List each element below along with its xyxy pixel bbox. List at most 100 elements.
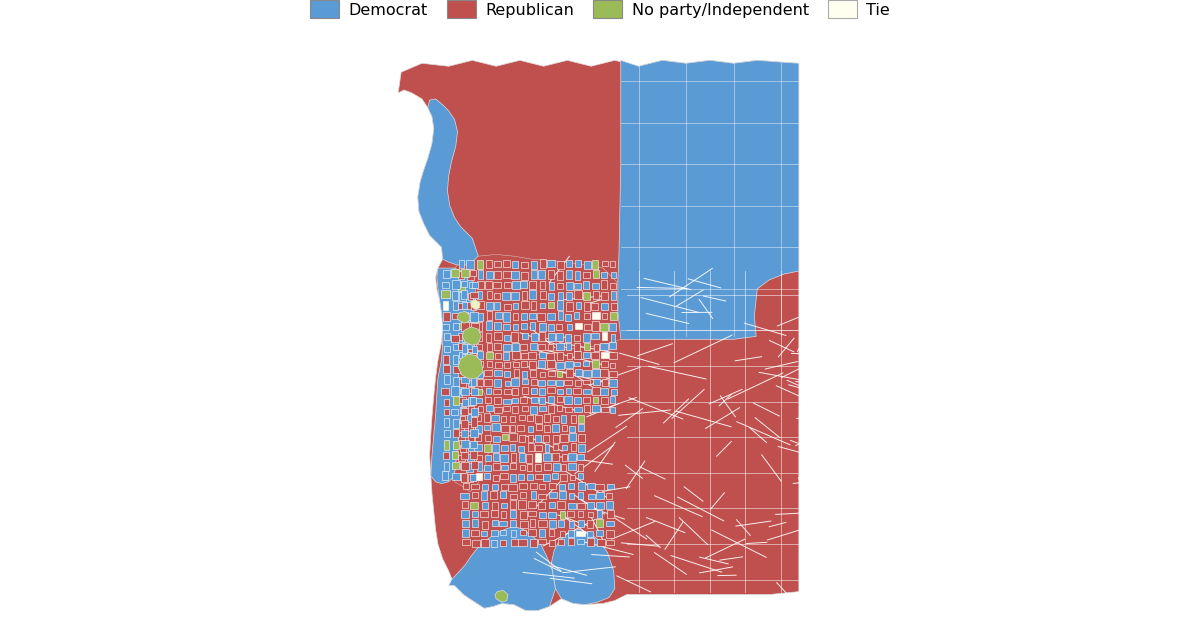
Polygon shape: [452, 419, 460, 428]
Polygon shape: [583, 261, 592, 269]
Polygon shape: [539, 331, 545, 341]
Polygon shape: [443, 324, 449, 330]
Polygon shape: [611, 303, 617, 311]
Polygon shape: [502, 433, 508, 440]
Polygon shape: [528, 352, 536, 358]
Polygon shape: [575, 290, 582, 299]
Polygon shape: [444, 462, 450, 471]
Polygon shape: [494, 293, 500, 299]
Polygon shape: [600, 387, 607, 395]
Polygon shape: [547, 379, 554, 385]
Polygon shape: [476, 389, 482, 395]
Polygon shape: [443, 312, 450, 321]
Polygon shape: [565, 314, 571, 321]
Polygon shape: [578, 472, 583, 479]
Polygon shape: [496, 353, 500, 359]
Polygon shape: [462, 539, 470, 545]
Polygon shape: [545, 463, 551, 470]
Polygon shape: [529, 312, 536, 319]
Polygon shape: [470, 484, 479, 489]
Polygon shape: [593, 369, 600, 377]
Polygon shape: [600, 352, 608, 358]
Polygon shape: [568, 453, 576, 461]
Polygon shape: [452, 451, 458, 459]
Polygon shape: [476, 462, 482, 471]
Polygon shape: [461, 462, 468, 471]
Polygon shape: [595, 503, 604, 509]
Polygon shape: [494, 370, 502, 376]
Polygon shape: [512, 362, 518, 367]
Polygon shape: [602, 313, 607, 319]
Polygon shape: [529, 362, 536, 369]
Polygon shape: [566, 270, 571, 279]
Polygon shape: [468, 406, 474, 413]
Polygon shape: [545, 444, 550, 452]
Polygon shape: [595, 519, 604, 527]
Polygon shape: [583, 370, 590, 377]
Polygon shape: [548, 396, 554, 403]
Polygon shape: [526, 454, 533, 462]
Polygon shape: [551, 529, 614, 605]
Polygon shape: [530, 491, 536, 500]
Polygon shape: [487, 291, 492, 299]
Polygon shape: [540, 372, 545, 377]
Polygon shape: [557, 271, 564, 280]
Polygon shape: [569, 426, 575, 432]
Polygon shape: [486, 388, 491, 394]
Polygon shape: [458, 423, 464, 432]
Polygon shape: [606, 493, 612, 499]
Polygon shape: [491, 539, 497, 547]
Polygon shape: [460, 362, 466, 368]
Polygon shape: [607, 510, 613, 518]
Polygon shape: [528, 426, 533, 432]
Polygon shape: [484, 472, 490, 479]
Polygon shape: [511, 271, 518, 280]
Polygon shape: [600, 323, 608, 331]
Polygon shape: [596, 539, 605, 546]
Polygon shape: [528, 529, 536, 536]
Polygon shape: [452, 291, 457, 300]
Polygon shape: [601, 261, 608, 266]
Polygon shape: [478, 332, 482, 341]
Polygon shape: [493, 389, 500, 394]
Polygon shape: [520, 464, 524, 470]
Polygon shape: [583, 281, 589, 289]
Polygon shape: [510, 500, 516, 508]
Polygon shape: [560, 531, 565, 537]
Polygon shape: [468, 322, 474, 330]
Polygon shape: [562, 454, 568, 461]
Polygon shape: [587, 502, 594, 509]
Polygon shape: [468, 387, 474, 393]
Polygon shape: [468, 443, 474, 452]
Polygon shape: [468, 474, 473, 481]
Polygon shape: [558, 292, 563, 300]
Polygon shape: [577, 444, 584, 452]
Polygon shape: [510, 416, 515, 422]
Polygon shape: [593, 270, 599, 278]
Polygon shape: [601, 272, 607, 278]
Polygon shape: [443, 301, 449, 310]
Polygon shape: [601, 303, 608, 309]
Polygon shape: [574, 283, 581, 289]
Polygon shape: [535, 464, 540, 471]
Polygon shape: [493, 282, 500, 289]
Polygon shape: [470, 292, 478, 299]
Polygon shape: [500, 473, 508, 479]
Polygon shape: [467, 454, 474, 461]
Polygon shape: [583, 324, 592, 330]
Polygon shape: [461, 365, 468, 374]
Polygon shape: [458, 397, 466, 403]
Polygon shape: [443, 471, 449, 479]
Polygon shape: [566, 369, 572, 377]
Polygon shape: [492, 502, 498, 510]
Polygon shape: [601, 292, 607, 300]
Polygon shape: [593, 291, 599, 299]
Polygon shape: [457, 311, 470, 323]
Polygon shape: [552, 452, 559, 461]
Polygon shape: [444, 408, 449, 415]
Polygon shape: [594, 344, 599, 352]
Polygon shape: [451, 335, 460, 341]
Polygon shape: [562, 445, 566, 450]
Polygon shape: [539, 388, 545, 395]
Polygon shape: [487, 311, 492, 320]
